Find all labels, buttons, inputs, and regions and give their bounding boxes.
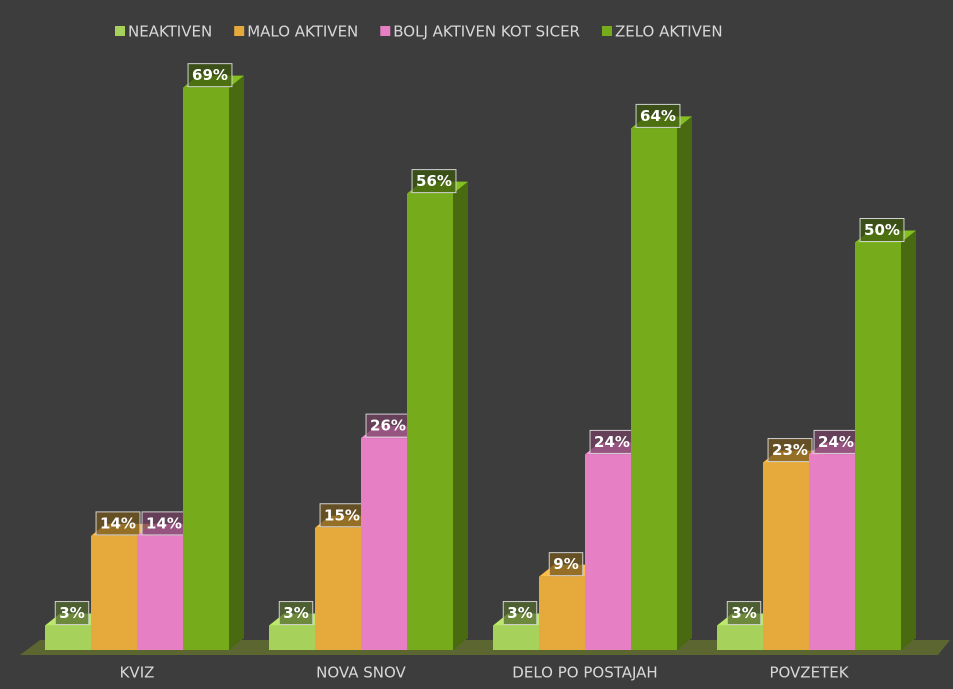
value-label: 24%	[594, 433, 630, 451]
value-label: 3%	[507, 604, 532, 622]
value-label-box	[95, 511, 141, 536]
value-label-box	[548, 552, 584, 577]
x-tick-label: KVIZ	[120, 664, 155, 682]
bar	[855, 242, 901, 650]
bar	[91, 535, 137, 650]
value-label: 3%	[731, 604, 756, 622]
value-label: 69%	[192, 66, 228, 84]
value-label: 56%	[416, 172, 452, 190]
bar	[763, 462, 809, 650]
legend-label: ZELO AKTIVEN	[615, 23, 723, 41]
legend-label: BOLJ AKTIVEN KOT SICER	[393, 23, 580, 41]
value-label: 3%	[283, 604, 308, 622]
x-tick-label: DELO PO POSTAJAH	[512, 664, 657, 682]
value-label-box	[54, 601, 90, 626]
legend-swatch	[234, 26, 245, 36]
value-label: 14%	[100, 514, 136, 532]
x-tick-label: NOVA SNOV	[316, 664, 406, 682]
bar	[585, 454, 631, 650]
bar	[45, 625, 91, 650]
value-label: 24%	[818, 433, 854, 451]
value-label-box	[767, 438, 813, 463]
bar-side	[677, 116, 692, 650]
value-label: 23%	[772, 441, 808, 459]
bar	[361, 438, 407, 650]
bar	[407, 193, 453, 650]
value-label: 15%	[324, 506, 360, 524]
value-label-box	[859, 218, 905, 242]
value-label: 64%	[640, 107, 676, 125]
bar	[539, 576, 585, 650]
value-label: 3%	[59, 604, 84, 622]
x-tick-label: POVZETEK	[769, 664, 849, 682]
bar	[493, 625, 539, 650]
value-label: 50%	[864, 221, 900, 239]
bar	[315, 527, 361, 650]
value-label-box	[187, 63, 233, 88]
value-label-box	[635, 103, 681, 128]
legend-swatch	[115, 26, 125, 36]
legend-label: MALO AKTIVEN	[247, 23, 358, 41]
bar	[809, 454, 855, 650]
value-label: 26%	[370, 417, 406, 435]
bar	[717, 625, 763, 650]
legend-label: NEAKTIVEN	[128, 23, 212, 41]
bar-side	[229, 75, 244, 650]
legend-swatch	[601, 26, 612, 36]
bar	[269, 625, 315, 650]
bar	[631, 128, 677, 650]
value-label-box	[502, 601, 538, 626]
bar	[137, 535, 183, 650]
value-label: 14%	[146, 514, 182, 532]
bar-side	[453, 181, 468, 650]
value-label: 9%	[553, 555, 578, 573]
legend-swatch	[380, 26, 391, 36]
value-label-box	[411, 169, 457, 194]
bar	[183, 87, 229, 650]
bar-side	[901, 230, 916, 650]
value-label-box	[726, 601, 762, 626]
value-label-box	[278, 601, 314, 626]
